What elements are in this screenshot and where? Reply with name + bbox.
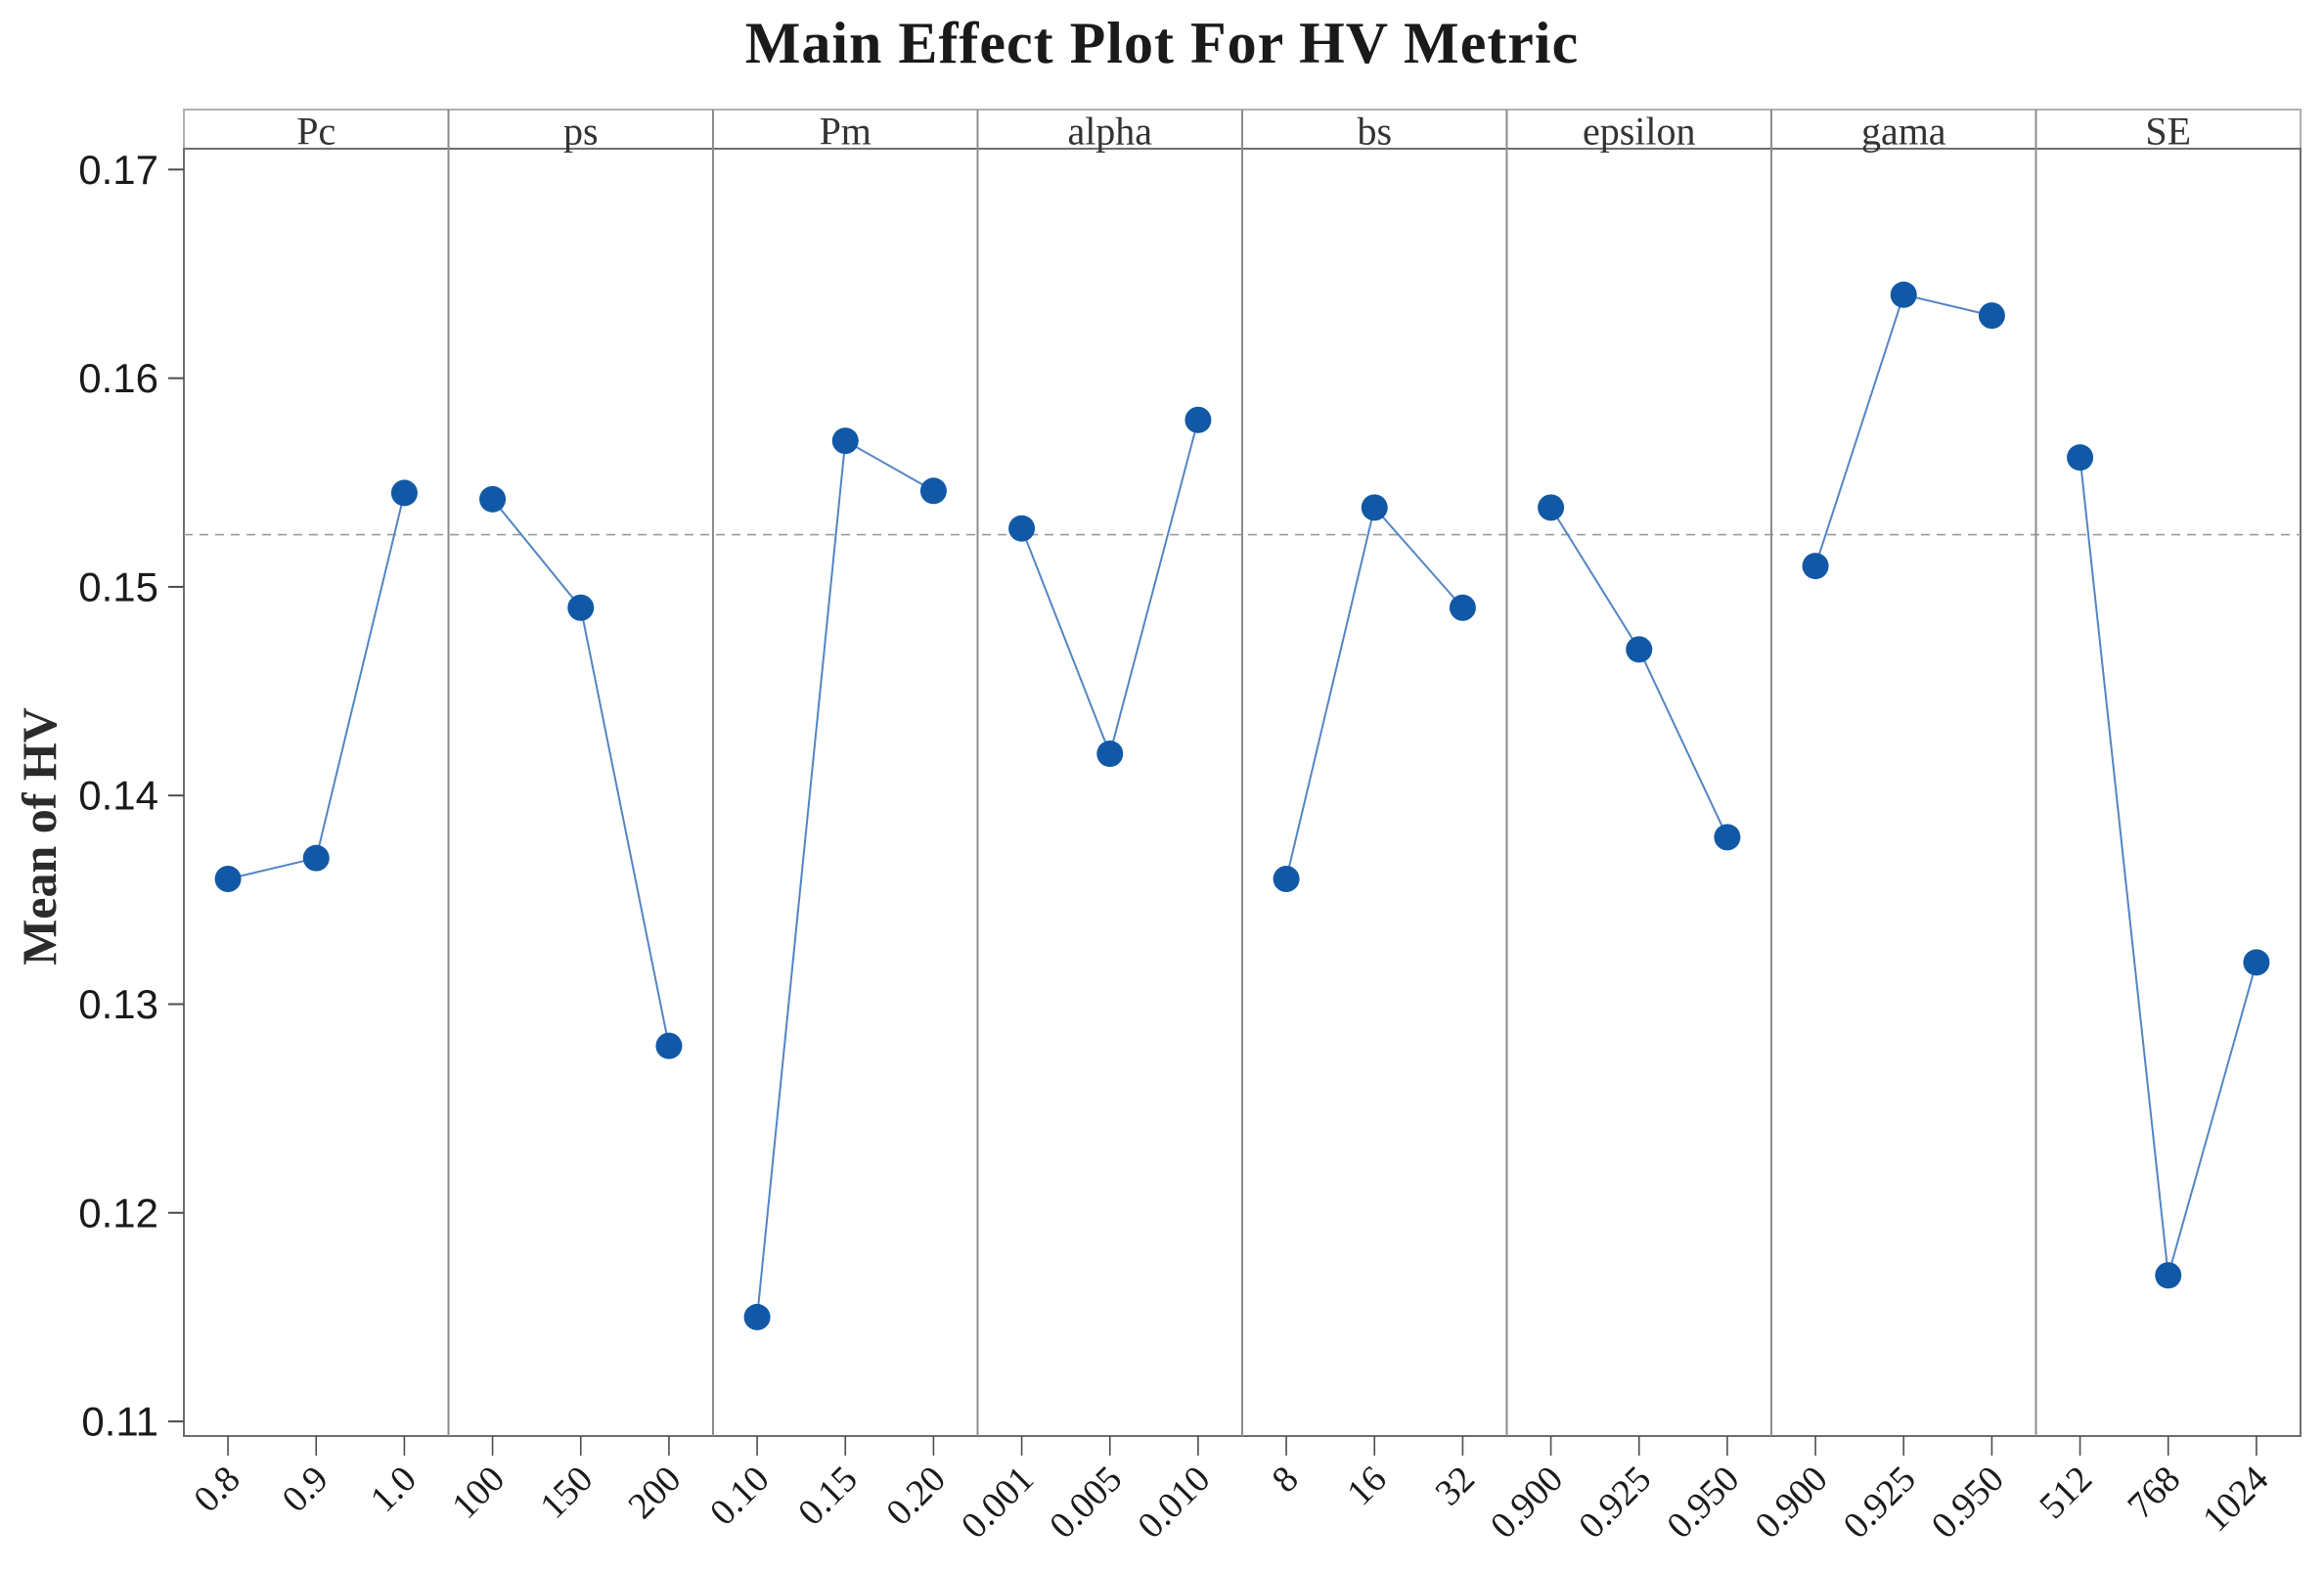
y-tick-label: 0.17 bbox=[78, 147, 158, 193]
data-point bbox=[214, 866, 242, 893]
y-tick-label: 0.16 bbox=[78, 355, 158, 401]
panel-header-label: epsilon bbox=[1583, 110, 1696, 154]
data-point bbox=[479, 485, 507, 513]
x-tick-label: 32 bbox=[1427, 1459, 1483, 1514]
x-tick-label: 8 bbox=[1264, 1459, 1306, 1501]
x-tick-label: 0.925 bbox=[1571, 1459, 1659, 1547]
data-point bbox=[567, 594, 595, 621]
x-tick-label: 0.010 bbox=[1130, 1459, 1218, 1547]
y-tick-label: 0.15 bbox=[78, 563, 158, 609]
series-line bbox=[227, 492, 406, 880]
data-point bbox=[743, 1303, 771, 1330]
x-tick-label: 1.0 bbox=[363, 1459, 425, 1520]
x-tick-label: 0.950 bbox=[1659, 1459, 1747, 1547]
data-point bbox=[1802, 553, 1829, 580]
data-point bbox=[390, 479, 418, 507]
data-point bbox=[1184, 406, 1212, 433]
data-point bbox=[1096, 741, 1124, 768]
x-tick-label: 150 bbox=[532, 1459, 601, 1527]
data-point bbox=[1714, 824, 1741, 851]
data-point bbox=[2155, 1262, 2182, 1289]
y-tick-label: 0.11 bbox=[81, 1399, 158, 1445]
data-point bbox=[2243, 949, 2270, 976]
data-point bbox=[1361, 494, 1388, 521]
x-tick-label: 1024 bbox=[2195, 1459, 2276, 1540]
x-tick-label: 0.950 bbox=[1924, 1459, 2012, 1547]
data-point bbox=[1538, 494, 1565, 521]
panel-header-label: ps bbox=[563, 110, 599, 154]
x-tick-label: 100 bbox=[444, 1459, 513, 1527]
x-tick-label: 0.8 bbox=[186, 1459, 247, 1520]
data-point bbox=[1008, 515, 1036, 542]
data-point bbox=[919, 477, 947, 505]
panel-header-label: gama bbox=[1861, 110, 1946, 154]
x-tick-label: 512 bbox=[2032, 1459, 2100, 1527]
series-line bbox=[1814, 293, 1992, 566]
x-tick-label: 0.925 bbox=[1836, 1459, 1924, 1547]
panel-header-label: bs bbox=[1357, 110, 1392, 154]
panel-header-label: Pm bbox=[820, 110, 872, 154]
y-tick-label: 0.14 bbox=[78, 773, 158, 819]
x-tick-label: 0.001 bbox=[954, 1459, 1042, 1547]
y-tick-label: 0.13 bbox=[78, 981, 158, 1027]
series-line bbox=[1020, 420, 1199, 757]
series-line bbox=[2078, 457, 2257, 1277]
series-line bbox=[1285, 505, 1464, 879]
x-tick-label: 0.15 bbox=[790, 1459, 866, 1534]
x-tick-label: 16 bbox=[1339, 1459, 1395, 1514]
data-point bbox=[1978, 302, 2005, 330]
data-point bbox=[1273, 866, 1300, 893]
data-point bbox=[655, 1032, 683, 1059]
chart-title: Main Effect Plot For HV Metric bbox=[744, 11, 1580, 75]
data-point bbox=[831, 427, 859, 455]
x-tick-label: 200 bbox=[620, 1459, 689, 1527]
x-tick-label: 0.9 bbox=[274, 1459, 335, 1520]
series-line bbox=[756, 438, 934, 1318]
panel-header-label: SE bbox=[2145, 110, 2191, 154]
data-point bbox=[1626, 636, 1653, 663]
series-line bbox=[1549, 507, 1728, 838]
x-tick-label: 0.005 bbox=[1042, 1459, 1130, 1547]
data-point bbox=[2067, 444, 2094, 472]
data-point bbox=[1449, 594, 1476, 621]
series-line bbox=[491, 498, 670, 1047]
panel-header-label: alpha bbox=[1067, 110, 1152, 154]
x-tick-label: 0.900 bbox=[1747, 1459, 1835, 1547]
x-tick-label: 0.10 bbox=[702, 1459, 778, 1534]
x-tick-label: 768 bbox=[2120, 1459, 2188, 1527]
data-point bbox=[1890, 281, 1917, 308]
y-tick-label: 0.12 bbox=[78, 1190, 158, 1235]
panel-header-label: Pc bbox=[296, 110, 335, 154]
x-tick-label: 0.20 bbox=[878, 1459, 954, 1534]
x-tick-label: 0.900 bbox=[1483, 1459, 1571, 1547]
data-point bbox=[302, 844, 330, 872]
